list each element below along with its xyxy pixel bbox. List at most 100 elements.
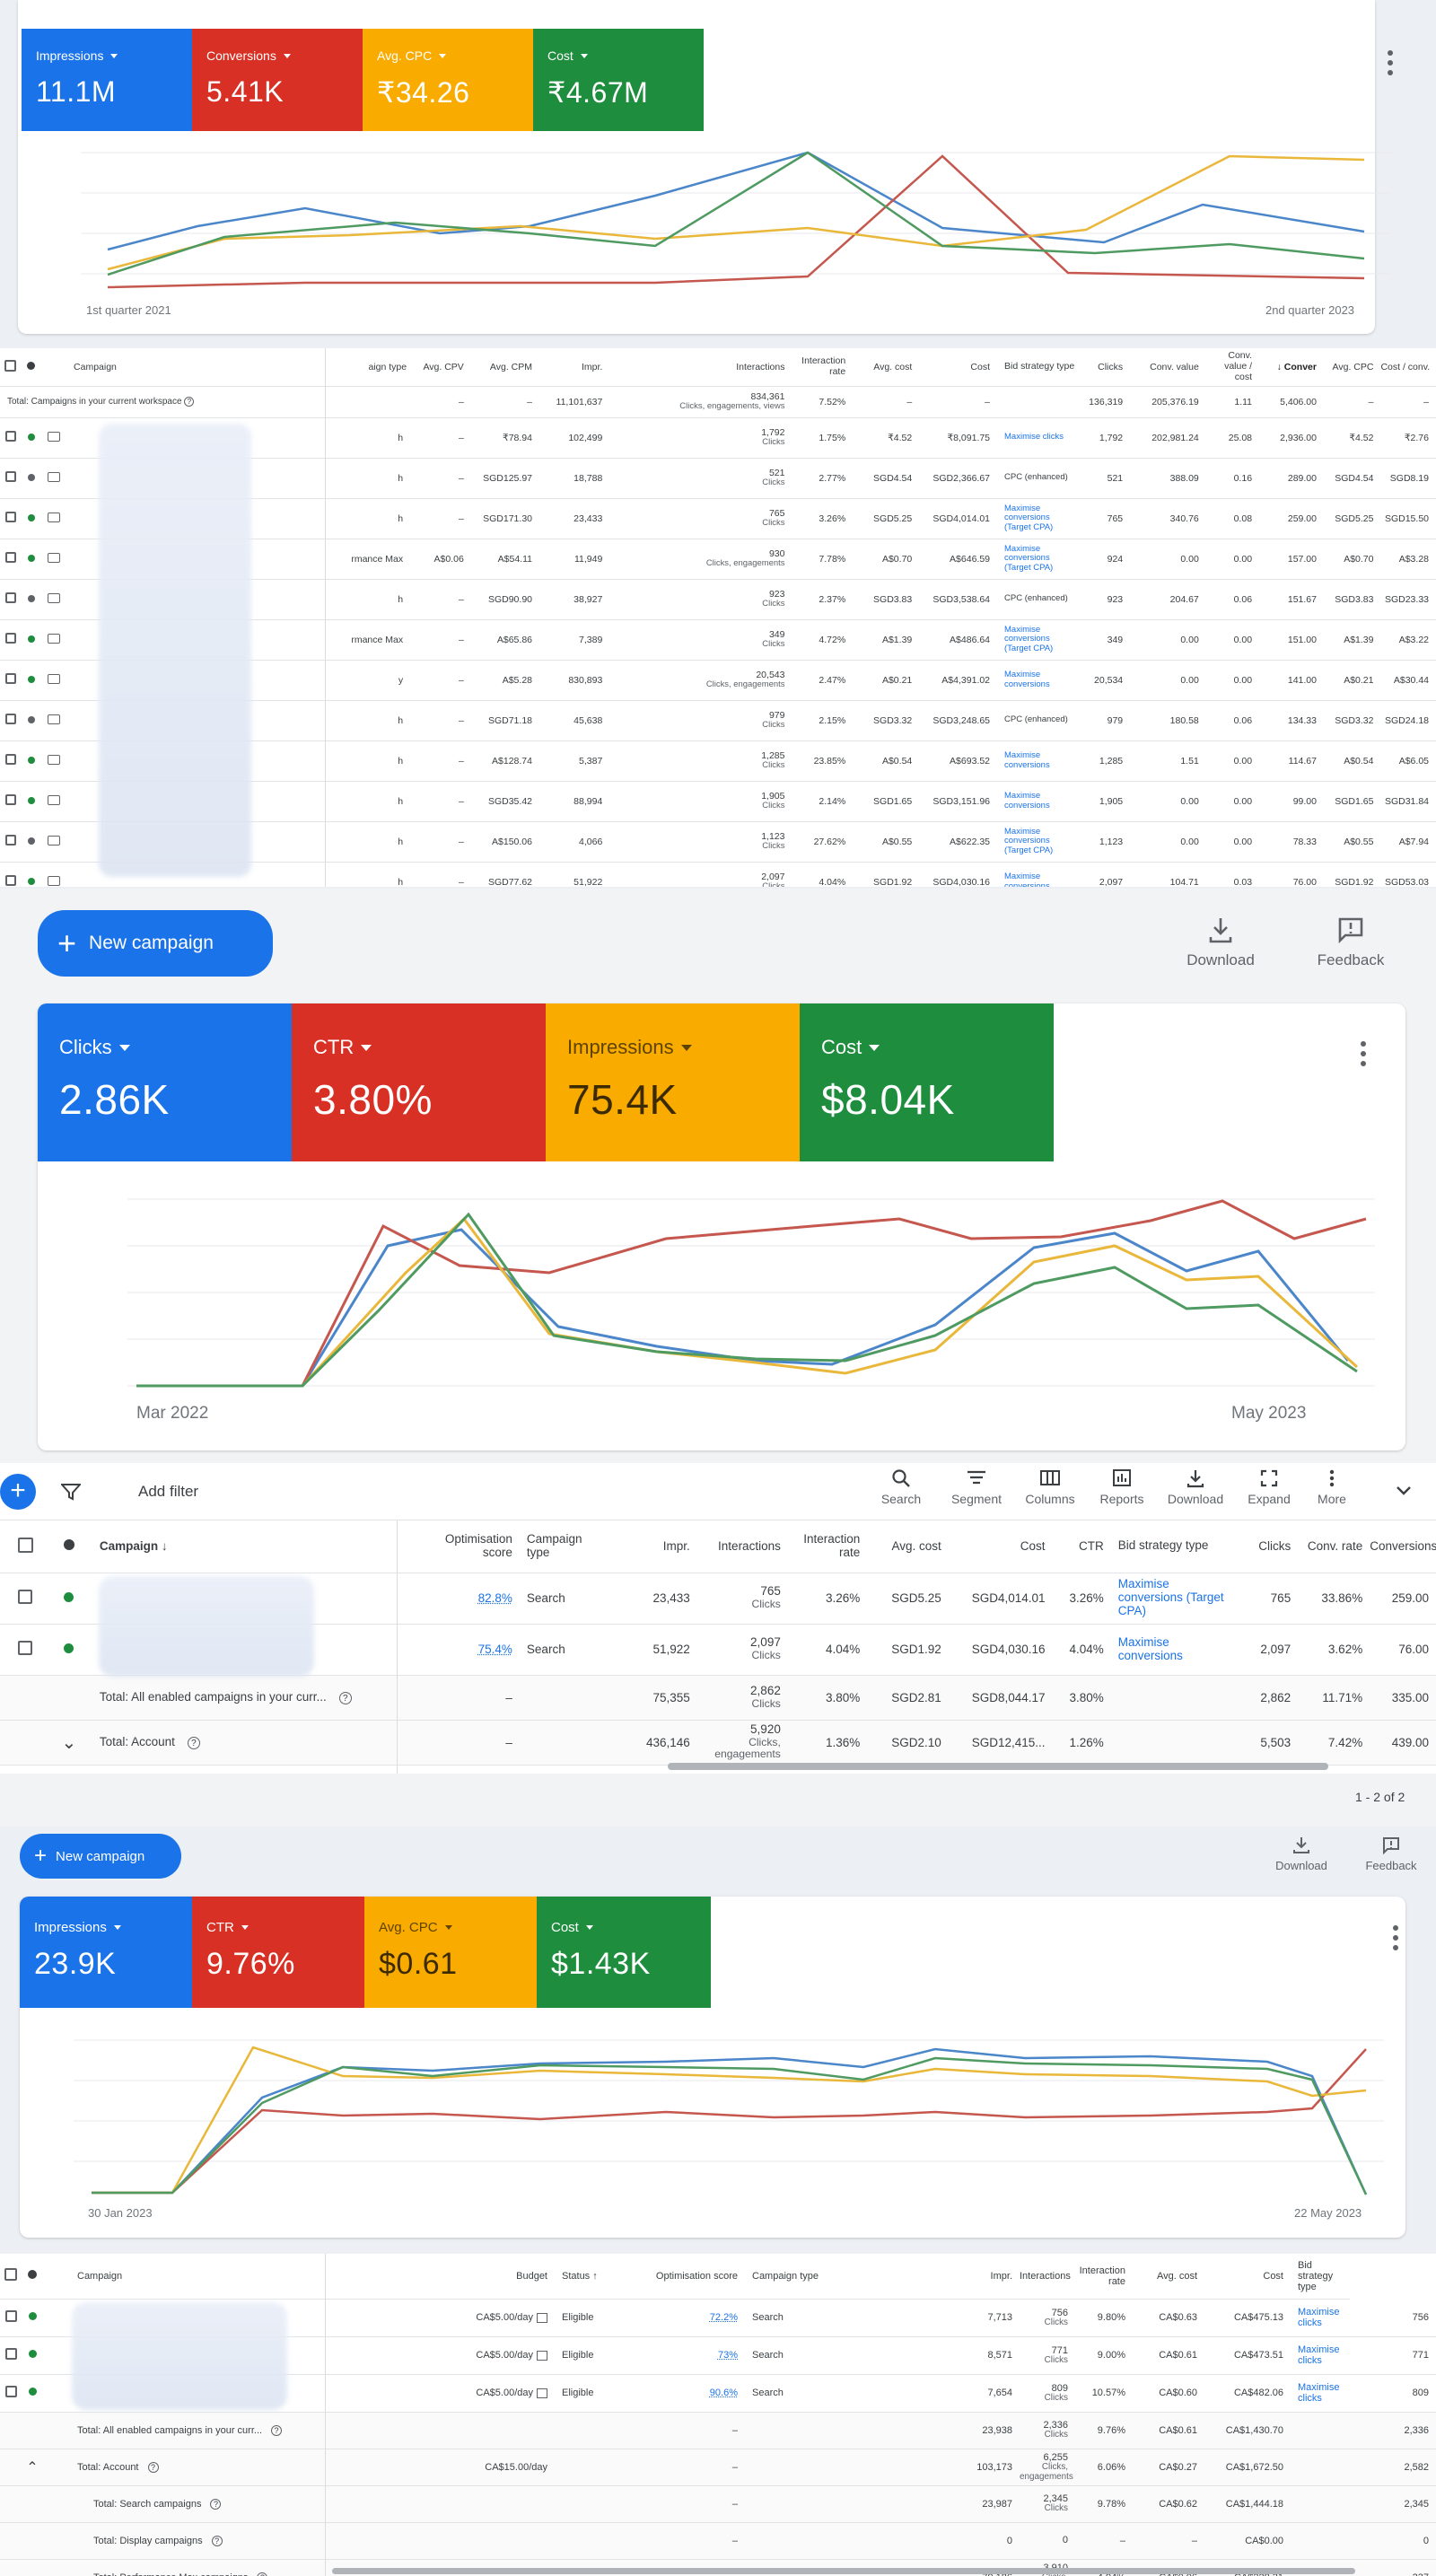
col-header[interactable]: Interaction rate	[1075, 2254, 1133, 2300]
row-checkbox[interactable]	[4, 875, 16, 886]
col-header[interactable]: Avg. cost	[1133, 2254, 1204, 2300]
scorecard-avg-cpc[interactable]: Avg. CPC ₹34.26	[363, 29, 533, 131]
col-header[interactable]: Cost / conv.	[1380, 348, 1436, 387]
bid-strategy-link[interactable]: Maximise conversions (Target CPA)	[997, 821, 1077, 863]
status-dot[interactable]	[28, 2350, 37, 2358]
col-header[interactable]: Conv. value / cost	[1205, 348, 1260, 387]
status-dot[interactable]	[27, 594, 35, 602]
toolbar-search[interactable]: Search	[865, 1468, 937, 1506]
col-header[interactable]: Cost	[919, 348, 998, 387]
toolbar-more[interactable]: More	[1296, 1468, 1368, 1506]
bid-strategy-link[interactable]: Maximise conversions	[997, 781, 1077, 822]
help-icon[interactable]: ?	[210, 2498, 222, 2510]
chevron-up-icon[interactable]: ⌃	[26, 2459, 39, 2475]
status-dot[interactable]	[27, 513, 35, 521]
status-dot[interactable]	[27, 473, 35, 481]
col-header[interactable]: Conv. value	[1130, 348, 1206, 387]
table-row[interactable]: h – ₹78.94 102,499 1,792 Clicks 1.75% ₹4.52 ₹8,0…	[0, 417, 1436, 459]
toolbar-reports[interactable]: Reports	[1086, 1468, 1158, 1506]
bid-strategy-link[interactable]: CPC (enhanced)	[997, 579, 1077, 620]
scorecard-cost[interactable]: Cost $1.43K	[537, 1897, 711, 2008]
budget-chart-icon[interactable]	[537, 2388, 547, 2398]
status-dot[interactable]	[27, 837, 35, 845]
select-all-checkbox[interactable]	[4, 359, 17, 372]
col-header[interactable]: Optimisation score	[623, 2254, 745, 2300]
col-header[interactable]: Campaign type	[519, 1520, 607, 1573]
bid-strategy-link[interactable]: Maximise conversions (Target CPA)	[997, 619, 1077, 661]
status-dot[interactable]	[27, 715, 35, 723]
status-dot[interactable]	[64, 1592, 74, 1602]
chevron-down-icon[interactable]: ⌄	[61, 1732, 77, 1753]
more-options-icon[interactable]	[1361, 1041, 1366, 1071]
budget-cell[interactable]: CA$5.00/day	[407, 2336, 555, 2375]
horizontal-scrollbar[interactable]	[332, 2568, 1355, 2574]
status-dot[interactable]	[27, 796, 35, 804]
col-header[interactable]: Avg. CPV	[410, 348, 471, 387]
col-header[interactable]: Clicks	[1231, 1520, 1299, 1573]
table-row[interactable]: h – SGD35.42 88,994 1,905 Clicks 2.14% SGD1.65 S…	[0, 781, 1436, 822]
col-header[interactable]: Cost	[1204, 2254, 1291, 2300]
col-header[interactable]: Bid strategy type	[1110, 1520, 1232, 1573]
col-header[interactable]: Impr.	[539, 348, 610, 387]
feedback-button[interactable]: Feedback	[1297, 916, 1405, 969]
help-icon[interactable]: ?	[211, 2535, 223, 2546]
row-checkbox[interactable]	[18, 1641, 33, 1655]
help-icon[interactable]: ?	[184, 397, 195, 407]
bid-strategy-link[interactable]: Maximise conversions	[997, 660, 1077, 701]
row-checkbox[interactable]	[4, 512, 16, 522]
scorecard-cost[interactable]: Cost $8.04K	[800, 1003, 1054, 1161]
budget-chart-icon[interactable]	[537, 2312, 547, 2323]
table-row[interactable]: rmance Max – A$65.86 7,389 349 Clicks 4.72% A$1…	[0, 619, 1436, 661]
bid-strategy-link[interactable]: Maximise clicks	[1291, 2299, 1350, 2337]
col-header[interactable]: Conv. rate	[1298, 1520, 1370, 1573]
col-header[interactable]: Campaign ↓	[86, 1520, 420, 1573]
help-icon[interactable]: ?	[338, 1692, 352, 1704]
row-checkbox[interactable]	[4, 673, 16, 684]
scorecard-ctr[interactable]: CTR 3.80%	[292, 1003, 546, 1161]
col-header[interactable]: Interactions	[696, 1520, 788, 1573]
row-checkbox[interactable]	[4, 592, 16, 603]
bid-strategy-link[interactable]: Maximise conversions	[997, 740, 1077, 782]
col-header[interactable]: Avg. cost	[853, 348, 920, 387]
col-header[interactable]: Interactions	[609, 348, 792, 387]
bid-strategy-link[interactable]: Maximise conversions (Target CPA)	[997, 498, 1077, 539]
help-icon[interactable]: ?	[271, 2424, 283, 2436]
filter-icon[interactable]	[61, 1483, 81, 1501]
status-dot[interactable]	[27, 877, 35, 885]
optimisation-score-link[interactable]: 73%	[623, 2336, 745, 2375]
more-options-icon[interactable]	[1388, 50, 1393, 80]
col-header[interactable]: Interactions	[1020, 2254, 1075, 2300]
bid-strategy-link[interactable]: CPC (enhanced)	[997, 700, 1077, 741]
col-header[interactable]: Budget	[407, 2254, 555, 2300]
toolbar-segment[interactable]: Segment	[941, 1468, 1012, 1506]
row-checkbox[interactable]	[4, 794, 16, 805]
row-checkbox[interactable]	[4, 2310, 17, 2322]
help-icon[interactable]: ?	[257, 2572, 268, 2576]
row-checkbox[interactable]	[4, 2386, 17, 2397]
toolbar-columns[interactable]: Columns	[1014, 1468, 1086, 1506]
budget-cell[interactable]: CA$5.00/day	[407, 2374, 555, 2413]
scorecard-impressions[interactable]: Impressions 11.1M	[22, 29, 192, 131]
bid-strategy-link[interactable]: Maximise clicks	[1291, 2374, 1350, 2413]
scorecard-impressions[interactable]: Impressions 75.4K	[546, 1003, 800, 1161]
select-all-checkbox[interactable]	[17, 1537, 33, 1553]
add-filter-input[interactable]: Add filter	[138, 1483, 199, 1500]
col-header[interactable]: Interaction rate	[787, 1520, 868, 1573]
row-checkbox[interactable]	[4, 835, 16, 846]
scorecard-cost[interactable]: Cost ₹4.67M	[533, 29, 704, 131]
col-header[interactable]: Campaign	[43, 2254, 325, 2300]
col-header[interactable]: Interaction rate	[792, 348, 854, 387]
col-header[interactable]: Conversions	[1370, 1520, 1436, 1573]
status-dot[interactable]	[64, 1643, 74, 1653]
status-dot[interactable]	[28, 2388, 37, 2396]
row-checkbox[interactable]	[4, 552, 16, 563]
optimisation-score-link[interactable]: 72.2%	[623, 2299, 745, 2337]
col-header[interactable]: Campaign	[66, 348, 342, 387]
status-dot[interactable]	[27, 433, 35, 441]
optimisation-score-link[interactable]: 82.8%	[419, 1573, 520, 1625]
add-button[interactable]: +	[0, 1474, 36, 1510]
horizontal-scrollbar[interactable]	[668, 1763, 1328, 1770]
col-header[interactable]: ↓ Conver	[1259, 348, 1324, 387]
row-checkbox[interactable]	[4, 714, 16, 724]
status-dot[interactable]	[27, 635, 35, 643]
